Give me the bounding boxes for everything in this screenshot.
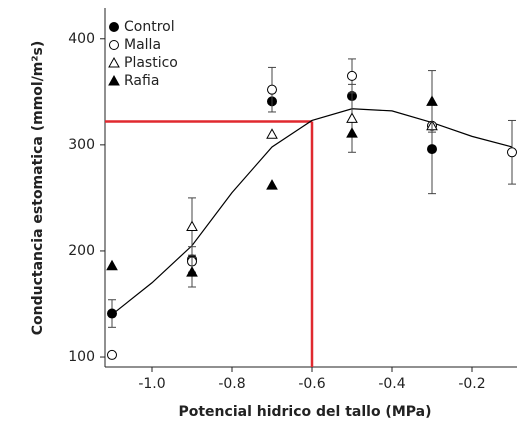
marker xyxy=(267,84,277,95)
marker xyxy=(507,147,517,158)
legend-label: Plastico xyxy=(124,55,178,71)
y-axis-title: Conductancia estomatica (mmol/m²s) xyxy=(30,41,46,336)
x-tick-label: -0.4 xyxy=(378,376,405,392)
marker xyxy=(346,112,358,123)
legend-label: Malla xyxy=(124,37,161,53)
marker xyxy=(266,128,278,139)
x-tick-label: -0.6 xyxy=(298,376,325,392)
marker xyxy=(186,266,198,277)
legend-marker xyxy=(109,40,119,50)
marker xyxy=(106,259,118,271)
x-tick-label: -0.8 xyxy=(218,376,245,392)
marker xyxy=(266,179,278,190)
legend-label: Rafia xyxy=(124,73,159,89)
fit-curve xyxy=(111,108,513,316)
legend-marker xyxy=(108,56,120,68)
legend-label: Control xyxy=(124,19,175,35)
y-tick-label: 300 xyxy=(68,137,95,153)
legend-marker xyxy=(109,22,119,32)
marker xyxy=(107,308,117,319)
marker xyxy=(107,349,117,360)
marker xyxy=(186,220,198,232)
marker xyxy=(347,70,357,81)
x-tick-label: -1.0 xyxy=(138,376,165,392)
x-tick-label: -0.2 xyxy=(458,376,485,392)
marker xyxy=(346,127,358,138)
marker xyxy=(427,144,437,155)
marker xyxy=(426,95,438,106)
y-tick-label: 400 xyxy=(68,31,95,47)
x-axis-title: Potencial hidrico del tallo (MPa) xyxy=(178,404,431,420)
y-tick-label: 100 xyxy=(68,349,95,365)
legend-marker xyxy=(108,74,120,86)
y-tick-label: 200 xyxy=(68,243,95,259)
